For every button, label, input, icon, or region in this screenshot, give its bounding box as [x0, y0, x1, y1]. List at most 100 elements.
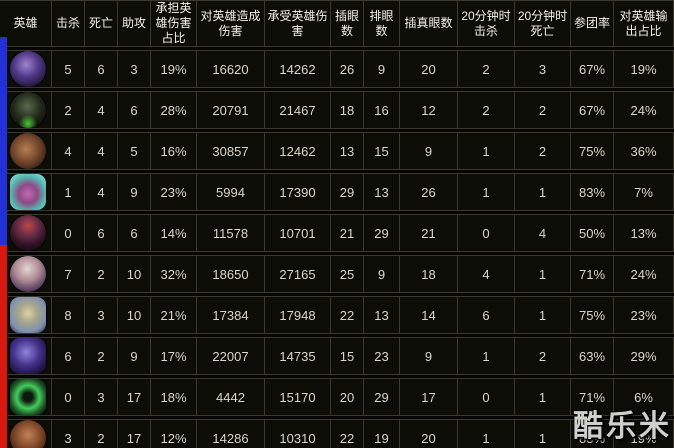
header-row: 英雄 击杀 死亡 助攻 承担英雄伤害占比 对英雄造成伤害 承受英雄伤害 插眼数 排眼数 插真眼数 2…	[0, 0, 674, 47]
cell-damage-to-heroes: 5994	[197, 173, 265, 211]
hero-avatar-icon[interactable]	[10, 51, 46, 87]
hero-avatar-icon[interactable]	[10, 174, 46, 210]
cell-damage-output-share: 24%	[614, 91, 674, 129]
cell-wards-cleared: 29	[364, 214, 400, 252]
cell-kills: 5	[52, 50, 85, 88]
cell-deaths: 4	[85, 91, 118, 129]
cell-wards-placed: 21	[331, 214, 364, 252]
cell-kills: 4	[52, 132, 85, 170]
table-row-blue-1: 5 6 3 19% 16620 14262 26 9 20 2 3 67% 19%	[0, 50, 674, 88]
hero-avatar-icon[interactable]	[10, 92, 46, 128]
cell-deaths-at-20min: 1	[515, 419, 571, 448]
cell-kills-at-20min: 6	[458, 296, 515, 334]
cell-deaths-at-20min: 1	[515, 255, 571, 293]
cell-kills: 6	[52, 337, 85, 375]
cell-kills: 2	[52, 91, 85, 129]
column-header-kills-at-20min: 20分钟时击杀	[458, 0, 515, 47]
cell-kills-at-20min: 0	[458, 378, 515, 416]
cell-wards-cleared: 13	[364, 173, 400, 211]
cell-kills: 0	[52, 378, 85, 416]
column-header-damage-output-share: 对英雄输出占比	[614, 0, 674, 47]
cell-kill-participation: 83%	[571, 173, 614, 211]
hero-avatar-icon[interactable]	[10, 215, 46, 251]
cell-control-wards: 14	[400, 296, 458, 334]
cell-kill-participation: 75%	[571, 296, 614, 334]
cell-deaths-at-20min: 4	[515, 214, 571, 252]
cell-damage-taken-share: 32%	[151, 255, 197, 293]
team-blue-bar	[0, 37, 7, 245]
hero-cell	[0, 255, 52, 293]
cell-deaths: 4	[85, 173, 118, 211]
cell-damage-output-share: 36%	[614, 132, 674, 170]
cell-kills: 0	[52, 214, 85, 252]
cell-damage-output-share: 6%	[614, 378, 674, 416]
cell-damage-taken: 17948	[265, 296, 331, 334]
cell-wards-cleared: 13	[364, 296, 400, 334]
cell-kills-at-20min: 1	[458, 419, 515, 448]
cell-wards-cleared: 19	[364, 419, 400, 448]
cell-wards-placed: 22	[331, 296, 364, 334]
cell-damage-to-heroes: 16620	[197, 50, 265, 88]
hero-avatar-icon[interactable]	[10, 379, 46, 415]
cell-deaths-at-20min: 2	[515, 337, 571, 375]
cell-deaths: 2	[85, 255, 118, 293]
cell-assists: 9	[118, 337, 151, 375]
cell-wards-cleared: 15	[364, 132, 400, 170]
cell-wards-placed: 25	[331, 255, 364, 293]
hero-cell	[0, 91, 52, 129]
column-header-wards-cleared: 排眼数	[364, 0, 400, 47]
cell-assists: 17	[118, 378, 151, 416]
cell-damage-taken: 14735	[265, 337, 331, 375]
cell-damage-taken-share: 14%	[151, 214, 197, 252]
cell-damage-taken: 12462	[265, 132, 331, 170]
cell-deaths-at-20min: 2	[515, 91, 571, 129]
cell-kill-participation: 83%	[571, 419, 614, 448]
table-row-blue-4: 1 4 9 23% 5994 17390 29 13 26 1 1 83% 7%	[0, 173, 674, 211]
cell-kill-participation: 67%	[571, 50, 614, 88]
hero-avatar-icon[interactable]	[10, 338, 46, 374]
table-row-red-10: 3 2 17 12% 14286 10310 22 19 20 1 1 83% 19%	[0, 419, 674, 448]
cell-damage-taken: 14262	[265, 50, 331, 88]
table-row-red-6: 7 2 10 32% 18650 27165 25 9 18 4 1 71% 24%	[0, 255, 674, 293]
hero-cell	[0, 419, 52, 448]
cell-wards-placed: 13	[331, 132, 364, 170]
cell-control-wards: 26	[400, 173, 458, 211]
cell-damage-taken-share: 16%	[151, 132, 197, 170]
column-header-damage-to-heroes: 对英雄造成伤害	[197, 0, 265, 47]
column-header-assists: 助攻	[118, 0, 151, 47]
cell-deaths: 3	[85, 296, 118, 334]
cell-wards-cleared: 16	[364, 91, 400, 129]
cell-control-wards: 9	[400, 132, 458, 170]
cell-control-wards: 20	[400, 50, 458, 88]
cell-control-wards: 17	[400, 378, 458, 416]
cell-damage-to-heroes: 20791	[197, 91, 265, 129]
table-row-red-8: 6 2 9 17% 22007 14735 15 23 9 1 2 63% 29%	[0, 337, 674, 375]
cell-damage-taken: 27165	[265, 255, 331, 293]
cell-damage-taken: 17390	[265, 173, 331, 211]
cell-deaths: 6	[85, 50, 118, 88]
cell-kill-participation: 71%	[571, 378, 614, 416]
cell-kill-participation: 50%	[571, 214, 614, 252]
hero-avatar-icon[interactable]	[10, 297, 46, 333]
cell-wards-cleared: 9	[364, 255, 400, 293]
cell-deaths-at-20min: 2	[515, 132, 571, 170]
hero-cell	[0, 378, 52, 416]
hero-avatar-icon[interactable]	[10, 420, 46, 448]
cell-damage-taken: 15170	[265, 378, 331, 416]
column-header-damage-taken-share: 承担英雄伤害占比	[151, 0, 197, 47]
hero-avatar-icon[interactable]	[10, 133, 46, 169]
table-row-blue-5: 0 6 6 14% 11578 10701 21 29 21 0 4 50% 13%	[0, 214, 674, 252]
cell-assists: 17	[118, 419, 151, 448]
cell-damage-to-heroes: 17384	[197, 296, 265, 334]
hero-avatar-icon[interactable]	[10, 256, 46, 292]
cell-damage-to-heroes: 22007	[197, 337, 265, 375]
cell-kills-at-20min: 2	[458, 91, 515, 129]
cell-damage-to-heroes: 14286	[197, 419, 265, 448]
cell-damage-output-share: 24%	[614, 255, 674, 293]
cell-assists: 6	[118, 91, 151, 129]
watermark: 酷乐米	[573, 410, 672, 443]
cell-damage-to-heroes: 18650	[197, 255, 265, 293]
cell-deaths: 2	[85, 419, 118, 448]
cell-kills-at-20min: 1	[458, 173, 515, 211]
cell-deaths: 3	[85, 378, 118, 416]
